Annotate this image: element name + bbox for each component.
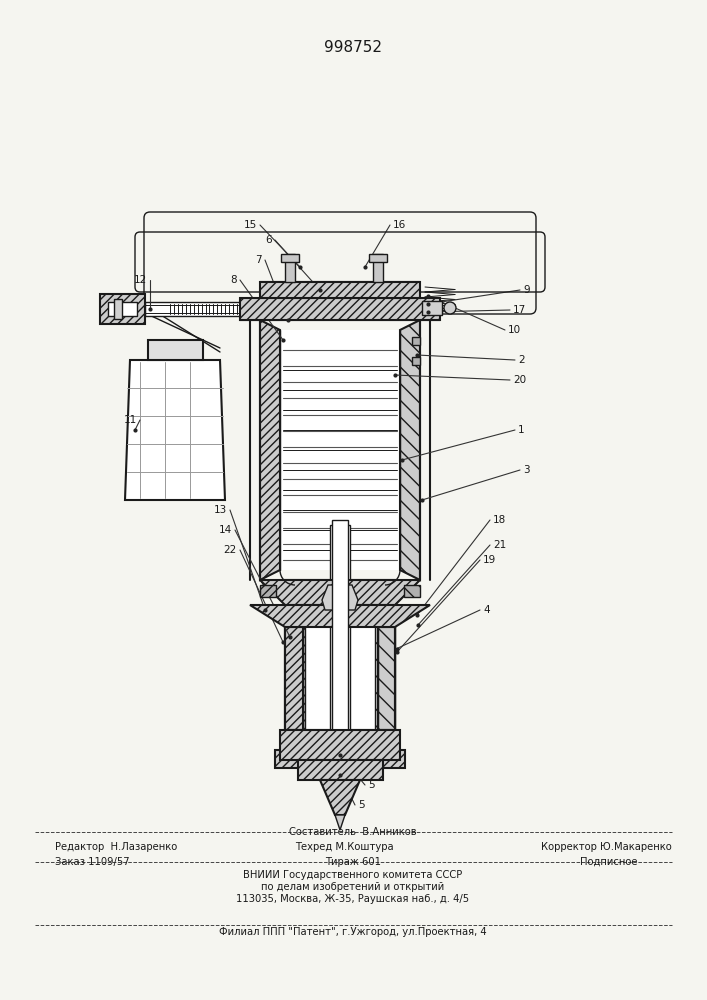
Text: 16: 16 bbox=[393, 220, 407, 230]
Bar bbox=[305, 580, 375, 750]
Text: 10: 10 bbox=[508, 325, 521, 335]
Text: 18: 18 bbox=[493, 515, 506, 525]
Text: 4: 4 bbox=[483, 605, 490, 615]
Bar bbox=[422, 301, 442, 315]
Bar bbox=[369, 254, 387, 262]
Text: Редактор  Н.Лазаренко: Редактор Н.Лазаренко bbox=[55, 842, 177, 852]
Bar bbox=[330, 525, 350, 750]
Bar bbox=[412, 357, 420, 365]
Polygon shape bbox=[260, 580, 420, 605]
Text: Филиал ППП "Патент", г.Ужгород, ул.Проектная, 4: Филиал ППП "Патент", г.Ужгород, ул.Проек… bbox=[219, 927, 487, 937]
Text: Заказ 1109/57: Заказ 1109/57 bbox=[55, 857, 129, 867]
Text: 6: 6 bbox=[265, 235, 272, 245]
Bar bbox=[100, 294, 145, 324]
Text: 8: 8 bbox=[230, 275, 237, 285]
Bar bbox=[298, 760, 382, 780]
Polygon shape bbox=[322, 770, 340, 810]
Text: 1: 1 bbox=[518, 425, 525, 435]
Bar bbox=[240, 298, 440, 320]
Bar bbox=[280, 330, 400, 570]
Text: Корректор Ю.Макаренко: Корректор Ю.Макаренко bbox=[542, 842, 672, 852]
Polygon shape bbox=[125, 360, 225, 500]
Text: 9: 9 bbox=[523, 285, 530, 295]
Text: Подписное: Подписное bbox=[580, 857, 638, 867]
Text: 2: 2 bbox=[518, 355, 525, 365]
Text: Тираж 601: Тираж 601 bbox=[325, 857, 381, 867]
Bar bbox=[145, 302, 260, 316]
Text: Составитель  В.Анников: Составитель В.Анников bbox=[289, 827, 417, 837]
Bar bbox=[412, 337, 420, 345]
Polygon shape bbox=[340, 770, 358, 810]
Text: 5: 5 bbox=[358, 800, 365, 810]
Bar bbox=[303, 627, 378, 730]
Text: 14: 14 bbox=[218, 525, 232, 535]
Bar bbox=[332, 520, 348, 755]
Bar bbox=[334, 750, 346, 770]
Polygon shape bbox=[378, 627, 395, 730]
Bar bbox=[108, 302, 137, 316]
Text: 998752: 998752 bbox=[324, 40, 382, 55]
Bar bbox=[285, 580, 395, 750]
Text: 15: 15 bbox=[244, 220, 257, 230]
Bar bbox=[281, 254, 299, 262]
Text: Техред М.Коштура: Техред М.Коштура bbox=[295, 842, 394, 852]
Text: 19: 19 bbox=[483, 555, 496, 565]
Bar bbox=[404, 585, 420, 597]
Text: 21: 21 bbox=[493, 540, 506, 550]
Polygon shape bbox=[400, 320, 420, 580]
Bar bbox=[283, 350, 397, 560]
Polygon shape bbox=[335, 815, 345, 830]
Text: 5: 5 bbox=[368, 780, 375, 790]
Text: 22: 22 bbox=[223, 545, 237, 555]
Polygon shape bbox=[320, 780, 360, 815]
Bar bbox=[148, 340, 202, 360]
Text: 13: 13 bbox=[214, 505, 227, 515]
Bar bbox=[260, 282, 420, 298]
Bar bbox=[275, 750, 405, 768]
Text: 17: 17 bbox=[513, 305, 526, 315]
Bar bbox=[285, 254, 295, 282]
Polygon shape bbox=[322, 585, 358, 610]
Text: 11: 11 bbox=[124, 415, 137, 425]
Bar bbox=[373, 254, 383, 282]
Polygon shape bbox=[375, 580, 395, 750]
Bar bbox=[280, 730, 400, 760]
Text: 3: 3 bbox=[523, 465, 530, 475]
Polygon shape bbox=[260, 320, 280, 580]
Text: 12: 12 bbox=[134, 275, 147, 285]
Text: по делам изобретений и открытий: по делам изобретений и открытий bbox=[262, 882, 445, 892]
Bar bbox=[114, 299, 122, 319]
Circle shape bbox=[444, 302, 456, 314]
Text: 113035, Москва, Ж-35, Раушская наб., д. 4/5: 113035, Москва, Ж-35, Раушская наб., д. … bbox=[236, 894, 469, 904]
Text: 20: 20 bbox=[513, 375, 526, 385]
Text: ВНИИИ Государственного комитета СССР: ВНИИИ Государственного комитета СССР bbox=[243, 870, 462, 880]
Bar bbox=[260, 585, 276, 597]
Polygon shape bbox=[285, 580, 305, 750]
Text: 7: 7 bbox=[255, 255, 262, 265]
Polygon shape bbox=[250, 605, 430, 627]
Polygon shape bbox=[285, 627, 303, 730]
